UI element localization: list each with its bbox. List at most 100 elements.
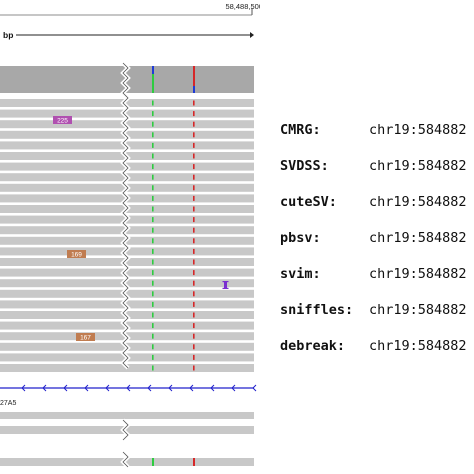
insertion-marker xyxy=(152,312,154,318)
deletion-marker xyxy=(193,259,195,265)
coverage-mismatch-blue-2 xyxy=(193,86,195,93)
insertion-marker xyxy=(152,217,154,223)
svg-text:225: 225 xyxy=(57,118,68,125)
chevron-left-icon xyxy=(168,384,173,392)
chevron-left-icon xyxy=(84,384,89,392)
gene-strand-chevrons xyxy=(21,384,257,392)
insertion-marker xyxy=(152,248,154,254)
caller-coordinate: chr19:584882 xyxy=(369,194,467,210)
insertion-marker xyxy=(152,206,154,212)
insertion-marker xyxy=(152,365,154,371)
lower-read-2 xyxy=(0,426,254,434)
insertion-marker xyxy=(152,354,154,360)
chevron-left-icon xyxy=(21,384,26,392)
deletion-marker xyxy=(193,195,195,201)
caller-name: svim: xyxy=(280,266,321,282)
insertion-marker xyxy=(152,164,154,170)
insertion-marker xyxy=(152,344,154,350)
gene-label: 27A5 xyxy=(0,400,16,407)
legend-row-cmrg: CMRG: chr19:584882 xyxy=(280,114,474,150)
read-row[interactable] xyxy=(0,258,254,266)
insertion-marker xyxy=(152,111,154,117)
deletion-marker xyxy=(193,270,195,276)
chevron-left-icon xyxy=(63,384,68,392)
ruler-position-label: 58,488,500 xyxy=(225,2,260,11)
deletion-marker xyxy=(193,238,195,244)
insertion-marker xyxy=(152,301,154,307)
deletion-marker xyxy=(193,164,195,170)
deletion-marker xyxy=(193,206,195,212)
insertion-marker xyxy=(152,270,154,276)
insertion-marker xyxy=(152,323,154,329)
chevron-left-icon xyxy=(126,384,131,392)
legend-row-sniffles: sniffles: chr19:584882 xyxy=(280,294,474,330)
ruler-track: 58,488,500 bp xyxy=(0,2,260,40)
lower-read-3 xyxy=(0,458,254,466)
deletion-marker xyxy=(193,312,195,318)
caller-coordinate: chr19:584882 xyxy=(369,230,467,246)
chevron-left-icon xyxy=(210,384,215,392)
ruler-arrow-icon xyxy=(250,32,254,38)
read-row[interactable] xyxy=(0,289,254,298)
legend-row-debreak: debreak: chr19:584882 xyxy=(280,330,474,366)
coverage-deletion-marker xyxy=(193,66,195,93)
deletion-marker xyxy=(193,227,195,233)
deletion-marker xyxy=(193,333,195,339)
insertion-badge-225[interactable]: 225 xyxy=(53,116,72,125)
caller-name: pbsv: xyxy=(280,230,321,246)
chevron-left-icon xyxy=(189,384,194,392)
deletion-marker xyxy=(193,153,195,159)
deletion-marker xyxy=(193,121,195,127)
insertion-badge-169[interactable]: 169 xyxy=(67,250,86,259)
deletion-marker xyxy=(193,185,195,191)
chevron-left-icon xyxy=(231,384,236,392)
insertion-marker xyxy=(152,227,154,233)
chevron-left-icon xyxy=(147,384,152,392)
caller-name: sniffles: xyxy=(280,302,354,318)
insertion-marker xyxy=(152,100,154,106)
deletion-marker xyxy=(193,280,195,286)
caller-coordinate: chr19:584882 xyxy=(369,302,467,318)
insertion-marker xyxy=(152,259,154,265)
deletion-marker xyxy=(193,174,195,180)
caller-name: CMRG: xyxy=(280,122,321,138)
caller-coordinate: chr19:584882 xyxy=(369,338,467,354)
igv-alignment-view: 58,488,500 bp 225 169 167 27A5 xyxy=(0,2,260,469)
small-insertion-icon[interactable] xyxy=(222,281,229,289)
insertion-marker xyxy=(152,153,154,159)
insertion-badge-167[interactable]: 167 xyxy=(76,333,95,342)
legend-row-cutesv: cuteSV: chr19:584882 xyxy=(280,186,474,222)
legend-row-svdss: SVDSS: chr19:584882 xyxy=(280,150,474,186)
coverage-insertion-marker xyxy=(152,66,154,93)
read-row[interactable] xyxy=(0,99,254,107)
chevron-left-icon xyxy=(42,384,47,392)
legend-row-pbsv: pbsv: chr19:584882 xyxy=(280,222,474,258)
deletion-marker xyxy=(193,323,195,329)
read-row[interactable] xyxy=(0,279,254,288)
deletion-marker xyxy=(193,365,195,371)
deletion-marker xyxy=(193,354,195,360)
deletion-marker xyxy=(193,291,195,297)
svg-text:169: 169 xyxy=(71,252,82,259)
ruler-unit-label: bp xyxy=(3,30,13,40)
caller-name: debreak: xyxy=(280,338,346,354)
read-row[interactable] xyxy=(0,268,254,277)
deletion-marker xyxy=(193,301,195,307)
gene-track: 27A5 xyxy=(0,384,257,407)
caller-coordinate: chr19:584882 xyxy=(369,266,467,282)
insertion-marker xyxy=(152,121,154,127)
deletion-marker xyxy=(193,132,195,138)
svg-text:167: 167 xyxy=(80,335,91,342)
coverage-mismatch-blue xyxy=(152,66,154,74)
legend-row-svim: svim: chr19:584882 xyxy=(280,258,474,294)
chevron-left-icon xyxy=(252,384,257,392)
caller-coordinate: chr19:584882 xyxy=(369,158,467,174)
caller-name: SVDSS: xyxy=(280,158,329,174)
insertion-marker xyxy=(152,291,154,297)
read-row[interactable] xyxy=(0,109,254,118)
read-variant-markers xyxy=(152,100,195,371)
insertion-marker xyxy=(152,132,154,138)
chevron-left-icon xyxy=(105,384,110,392)
insertion-marker xyxy=(152,333,154,339)
caller-coordinate: chr19:584882 xyxy=(369,122,467,138)
